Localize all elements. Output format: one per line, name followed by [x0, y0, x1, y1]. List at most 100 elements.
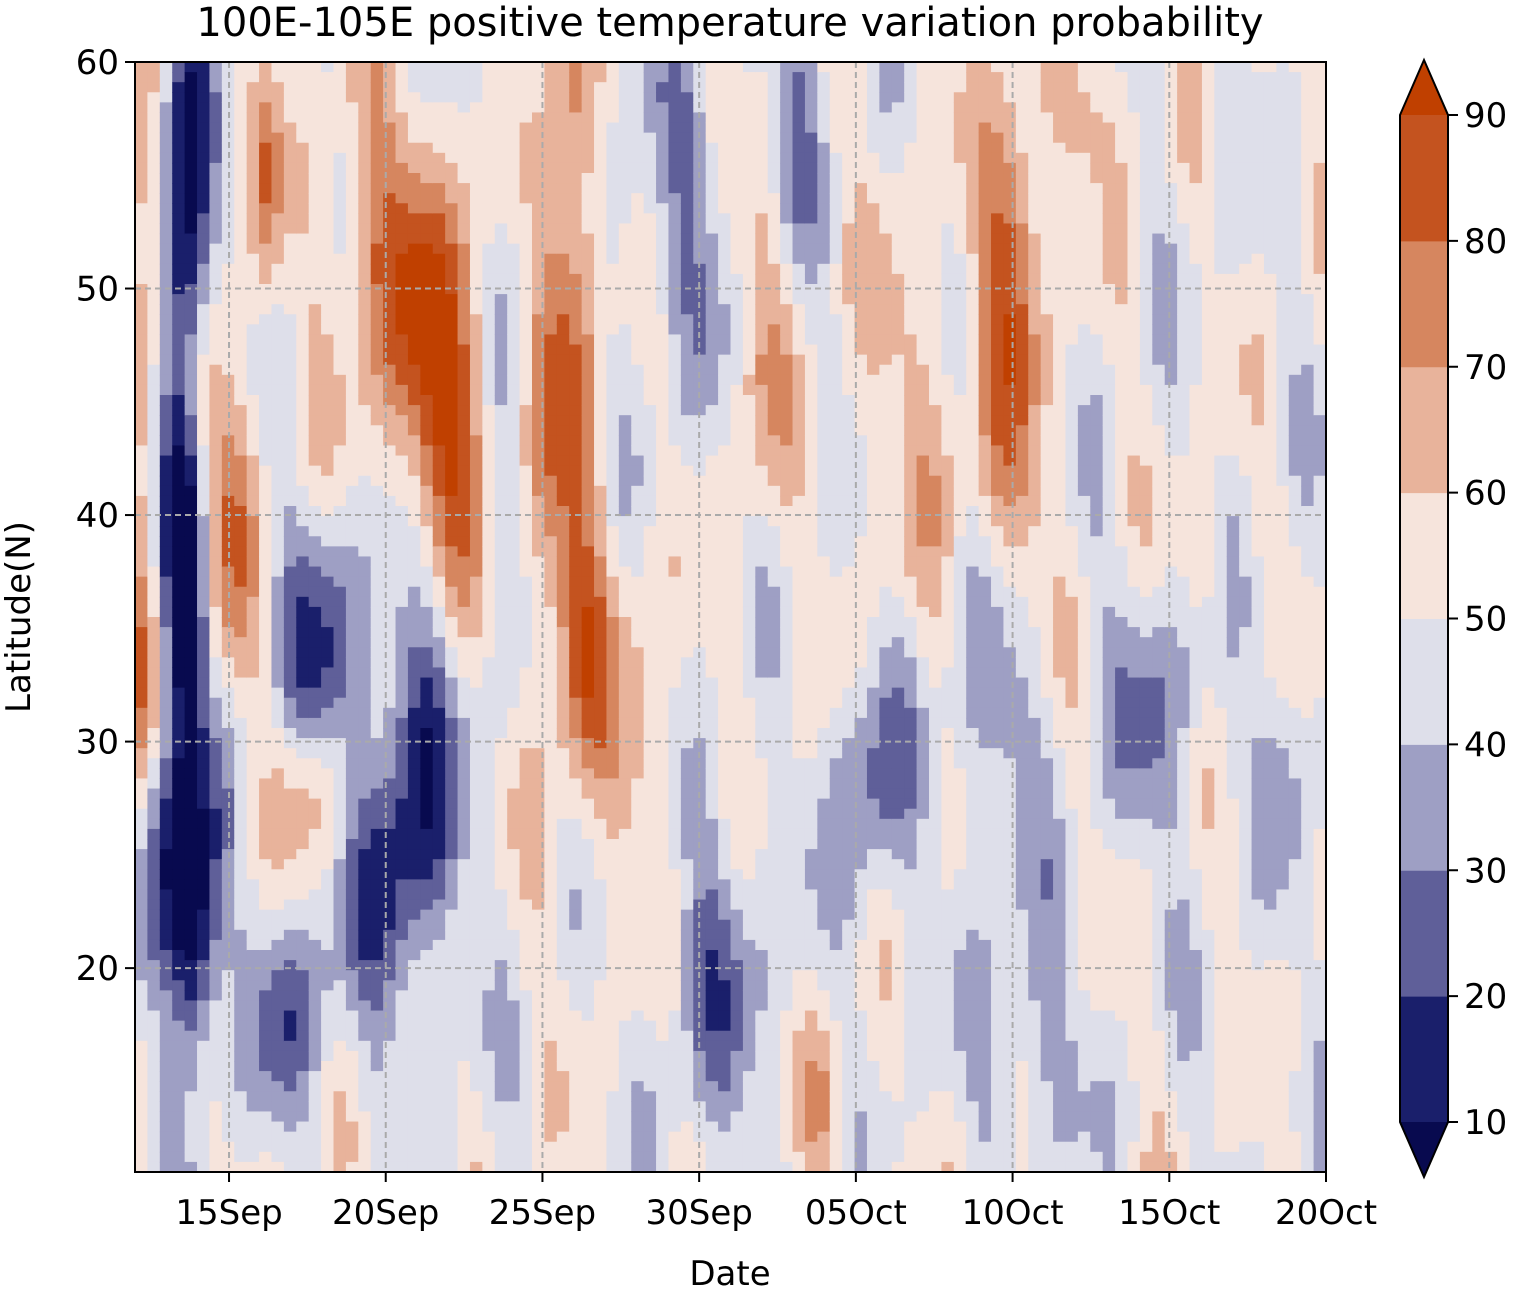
contour-cell [594, 193, 608, 204]
contour-cell [569, 879, 583, 891]
contour-cell [594, 475, 608, 487]
contour-cell [370, 203, 384, 214]
contour-cell [469, 384, 483, 396]
contour-cell [296, 889, 310, 901]
contour-cell [184, 1061, 198, 1072]
contour-cell [197, 717, 211, 729]
contour-cell [271, 92, 285, 103]
contour-cell [370, 72, 384, 83]
contour-cell [395, 152, 409, 164]
contour-cell [544, 536, 558, 547]
contour-cell [494, 506, 508, 517]
contour-cell [172, 162, 186, 174]
contour-cell [135, 1010, 149, 1022]
contour-cell [668, 112, 682, 124]
contour-cell [532, 909, 546, 921]
contour-cell [432, 364, 446, 376]
contour-cell [643, 1030, 657, 1042]
contour-cell [420, 980, 434, 991]
contour-cell [606, 627, 620, 638]
contour-cell [358, 1161, 372, 1172]
contour-cell [147, 384, 161, 396]
contour-cell [370, 62, 384, 73]
contour-cell [594, 849, 608, 860]
contour-cell [420, 606, 434, 618]
contour-cell [259, 475, 273, 487]
contour-cell [147, 526, 161, 537]
contour-cell [581, 152, 595, 164]
contour-cell [395, 536, 409, 547]
contour-cell [519, 1091, 533, 1102]
contour-cell [544, 304, 558, 315]
contour-cell [532, 758, 546, 769]
contour-cell [482, 919, 496, 931]
contour-cell [618, 667, 632, 679]
contour-cell [246, 707, 260, 719]
contour-cell [345, 1111, 359, 1123]
contour-cell [197, 334, 211, 346]
contour-cell [631, 596, 645, 608]
contour-cell [507, 596, 521, 608]
contour-cell [668, 122, 682, 134]
contour-cell [457, 960, 471, 971]
contour-cell [581, 475, 595, 487]
contour-cell [283, 768, 297, 780]
contour-cell [345, 536, 359, 547]
contour-cell [606, 950, 620, 961]
contour-cell [680, 435, 694, 447]
contour-cell [147, 1020, 161, 1032]
contour-cell [680, 889, 694, 901]
contour-cell [370, 627, 384, 638]
contour-cell [159, 687, 173, 699]
contour-cell [618, 717, 632, 729]
contour-cell [345, 899, 359, 911]
contour-cell [333, 677, 347, 689]
contour-cell [271, 596, 285, 608]
contour-cell [184, 748, 198, 759]
contour-cell [594, 526, 608, 537]
contour-cell [581, 849, 595, 860]
contour-cell [407, 415, 421, 426]
contour-cell [395, 637, 409, 648]
contour-cell [544, 72, 558, 83]
contour-cell [147, 556, 161, 568]
contour-cell [209, 455, 223, 467]
contour-cell [668, 1151, 682, 1163]
contour-cell [494, 728, 508, 739]
contour-cell [209, 1020, 223, 1032]
contour-cell [606, 909, 620, 921]
contour-cell [172, 657, 186, 669]
contour-cell [234, 162, 248, 174]
contour-cell [259, 102, 273, 114]
contour-cell [532, 425, 546, 436]
contour-cell [209, 62, 223, 73]
contour-cell [246, 485, 260, 497]
contour-cell [172, 970, 186, 981]
contour-cell [135, 273, 149, 285]
contour-cell [457, 364, 471, 376]
contour-cell [197, 657, 211, 669]
contour-cell [569, 1121, 583, 1133]
contour-cell [631, 849, 645, 860]
contour-cell [197, 294, 211, 305]
contour-cell [308, 1010, 322, 1022]
contour-cell [407, 405, 421, 416]
contour-cell [693, 516, 707, 527]
contour-cell [668, 284, 682, 295]
contour-cell [544, 748, 558, 759]
contour-cell [283, 203, 297, 214]
contour-cell [209, 92, 223, 103]
contour-cell [345, 960, 359, 971]
contour-cell [668, 707, 682, 719]
contour-cell [259, 899, 273, 911]
contour-cell [296, 132, 310, 144]
contour-cell [321, 203, 335, 214]
contour-cell [321, 939, 335, 951]
contour-cell [569, 455, 583, 467]
contour-cell [594, 1091, 608, 1102]
contour-cell [407, 485, 421, 497]
contour-cell [358, 334, 372, 346]
contour-cell [234, 183, 248, 194]
contour-cell [556, 82, 570, 93]
contour-cell [159, 697, 173, 709]
